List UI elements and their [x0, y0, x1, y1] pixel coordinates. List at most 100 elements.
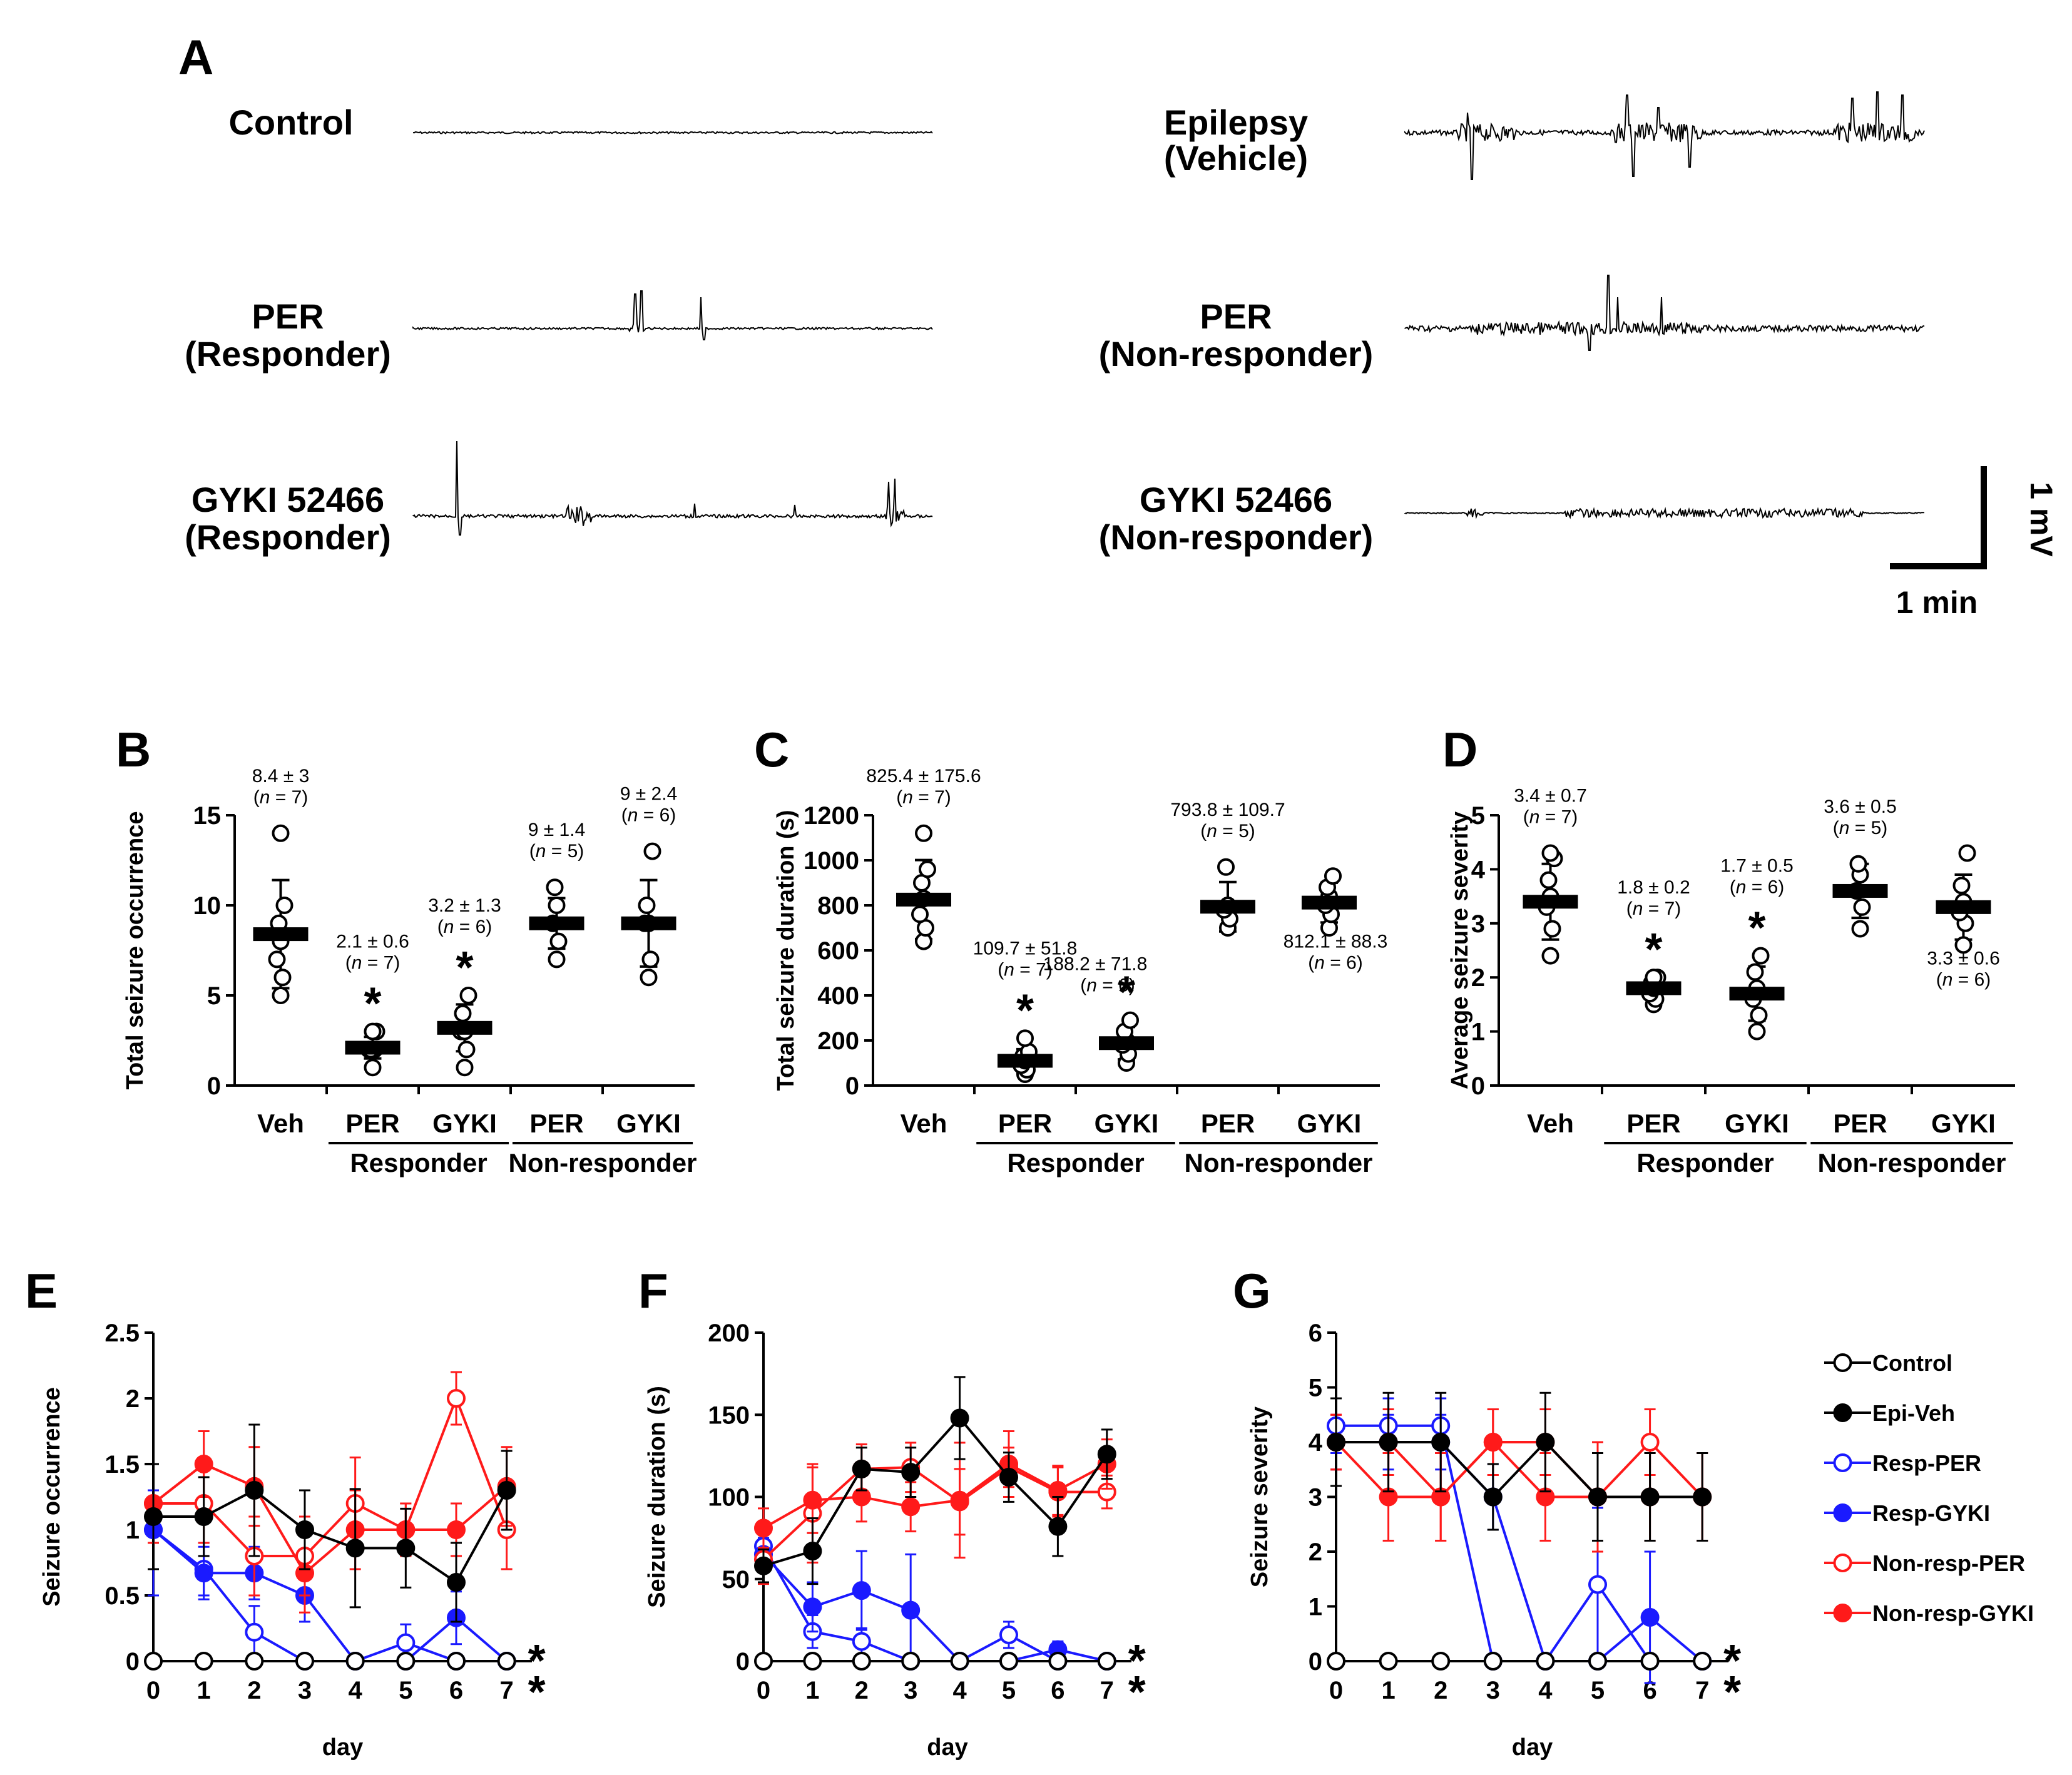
data-point [919, 860, 936, 878]
panel-letter-f: F [638, 1263, 668, 1318]
annotation-mean: 8.4 ± 3 [252, 766, 310, 786]
data-point [803, 1597, 822, 1617]
annotation-n: (n = 7) [1626, 898, 1682, 919]
panel-letter-b: B [116, 722, 151, 777]
y-tick-label: 1 [1471, 1019, 1485, 1046]
y-axis-title: Seizure duration (s) [644, 1386, 670, 1608]
group-label: Non-responder [508, 1148, 697, 1177]
data-point [1693, 1487, 1712, 1507]
data-point [1693, 1652, 1712, 1671]
legend-item: Non-resp-GYKI [1824, 1600, 2034, 1626]
y-axis-title: Total seizure duration (s) [773, 810, 799, 1091]
x-axis-title: day [927, 1734, 967, 1761]
data-point [272, 987, 290, 1004]
annotation-n: (n = 6) [1308, 952, 1363, 973]
data-point [194, 1564, 213, 1583]
scale-bar-voltage-label: 1 mV [2024, 482, 2059, 557]
x-tick-label: 7 [1695, 1677, 1709, 1704]
y-tick-label: 1200 [804, 802, 859, 830]
significance-star: * [1645, 925, 1662, 975]
data-point [1958, 844, 1976, 862]
data-point [1431, 1652, 1451, 1671]
mean-bar [529, 916, 584, 930]
data-point [548, 950, 566, 969]
series-epi-veh [144, 1423, 516, 1623]
data-point [447, 1389, 466, 1408]
trace-label-gyki-nonresp: GYKI 52466 [1140, 480, 1332, 519]
data-point [950, 1490, 969, 1510]
x-axis-title: day [1512, 1734, 1553, 1761]
significance-star: * [1128, 1667, 1146, 1717]
legend-item: Resp-PER [1824, 1450, 1981, 1476]
annotation-n: (n = 5) [1200, 821, 1255, 842]
y-tick-label: 2 [1471, 964, 1485, 992]
trace-label-epilepsy: Epilepsy [1164, 103, 1308, 142]
series-control [754, 1652, 1116, 1671]
category-label: GYKI [1095, 1109, 1159, 1138]
data-point [456, 1059, 474, 1077]
category-label: PER [529, 1109, 583, 1138]
category-label: PER [1626, 1109, 1680, 1138]
significance-star: * [528, 1636, 546, 1686]
y-tick-label: 0.5 [105, 1582, 140, 1610]
data-point [396, 1539, 416, 1558]
annotation-n: (n = 7) [998, 959, 1053, 980]
group-1: 109.7 ± 51.8(n = 7) * [973, 938, 1078, 1083]
category-label: PER [998, 1109, 1052, 1138]
scale-bar-time-label: 1 min [1896, 585, 1978, 620]
data-point [1588, 1575, 1607, 1594]
data-point [447, 1573, 466, 1592]
y-tick-label: 100 [708, 1484, 750, 1512]
trace-label-per-resp-sub: (Responder) [185, 334, 391, 374]
legend-marker [1833, 1403, 1852, 1422]
y-tick-label: 800 [817, 892, 859, 920]
data-point [641, 950, 660, 969]
data-point [803, 1490, 822, 1510]
trace-label-epilepsy-sub: (Vehicle) [1164, 138, 1308, 178]
annotation-mean: 188.2 ± 71.8 [1043, 954, 1148, 975]
annotation-mean: 109.7 ± 51.8 [973, 938, 1078, 959]
data-point [1543, 920, 1561, 938]
category-label: GYKI [1725, 1109, 1789, 1138]
x-tick-label: 5 [1591, 1677, 1605, 1704]
significance-star: * [456, 943, 473, 993]
group-3: 9 ± 1.4(n = 5) [528, 820, 585, 969]
data-point [754, 1518, 773, 1538]
x-tick-label: 5 [399, 1677, 412, 1704]
trace-label-per-resp: PER [252, 297, 324, 336]
data-point [273, 969, 292, 987]
data-point [999, 1625, 1018, 1644]
data-point [999, 1652, 1018, 1671]
data-point [754, 1652, 773, 1671]
y-tick-label: 4 [1309, 1429, 1323, 1457]
annotation-n: (n = 7) [896, 787, 951, 808]
x-tick-label: 7 [500, 1677, 514, 1704]
mean-bar [998, 1054, 1053, 1068]
y-tick-label: 200 [817, 1027, 859, 1055]
data-point [1588, 1487, 1607, 1507]
annotation-n: (n = 6) [1936, 970, 1991, 990]
x-tick-label: 4 [349, 1677, 363, 1704]
y-tick-label: 0 [736, 1648, 750, 1676]
group-label: Responder [350, 1148, 487, 1177]
data-point [497, 1481, 516, 1500]
legend-label: Resp-PER [1872, 1450, 1981, 1476]
annotation-n: (n = 7) [253, 787, 309, 808]
data-point [1483, 1433, 1503, 1452]
y-tick-label: 1 [126, 1517, 140, 1544]
data-point [1483, 1487, 1503, 1507]
x-tick-label: 0 [146, 1677, 160, 1704]
significance-star: * [1748, 903, 1765, 954]
panel-letter-g: G [1233, 1263, 1271, 1318]
mean-bar [345, 1040, 401, 1055]
mean-bar [1729, 987, 1785, 1001]
group-0: 3.4 ± 0.7(n = 7) [1514, 785, 1587, 965]
mean-bar [1302, 895, 1357, 910]
legend-label: Non-resp-GYKI [1872, 1600, 2034, 1626]
mean-bar [1626, 981, 1682, 995]
eeg-traces [412, 91, 1925, 536]
data-point [1640, 1652, 1660, 1671]
